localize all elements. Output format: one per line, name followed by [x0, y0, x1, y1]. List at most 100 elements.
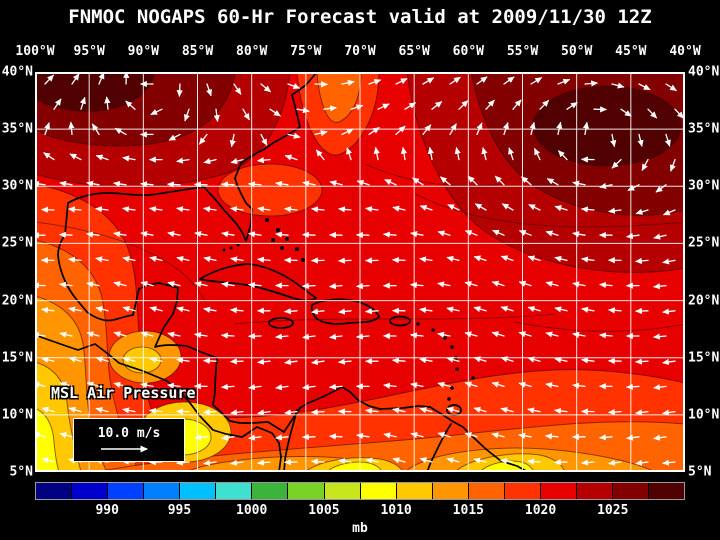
wind-arrow [626, 434, 640, 441]
wind-speed-legend: 10.0 m/s [73, 418, 185, 462]
wind-arrow [248, 181, 262, 188]
lat-label-left-30n: 30°N [1, 178, 33, 194]
wind-arrow [329, 433, 343, 440]
wind-arrow [545, 433, 559, 440]
wind-arrow [167, 181, 181, 188]
colorbar-cell-16 [613, 483, 650, 499]
wind-arrow [203, 206, 217, 213]
wind-arrow [113, 231, 127, 238]
colorbar-cell-10 [396, 483, 433, 499]
wind-arrow [311, 458, 325, 465]
colorbar-cell-3 [144, 483, 181, 499]
wind-arrow [528, 204, 541, 211]
wind-arrow [221, 281, 235, 288]
wind-arrow [635, 257, 649, 265]
wind-arrow [338, 457, 352, 465]
wind-arrow [384, 179, 397, 186]
wind-arrow [176, 83, 183, 97]
wind-arrow [257, 157, 271, 164]
wind-arrow [554, 306, 568, 313]
wind-arrow [91, 123, 100, 136]
wind-arrow [608, 307, 622, 314]
wind-arrow [260, 83, 272, 93]
colorbar-cell-4 [180, 483, 217, 499]
map-border [35, 72, 685, 472]
wind-arrow [329, 180, 343, 187]
wind-arrow [95, 407, 109, 414]
wind-arrow [221, 332, 235, 339]
wind-arrow [365, 407, 379, 415]
wind-arrow [501, 203, 514, 211]
colorbar-cell-0 [36, 483, 73, 499]
wind-arrow [221, 231, 235, 238]
wind-speed-label: 10.0 m/s [97, 425, 161, 441]
lon-label-90w: 90°W [127, 44, 159, 59]
wind-arrow [491, 331, 505, 338]
wind-arrow [653, 384, 667, 391]
wind-arrow [653, 283, 667, 290]
lon-label-60w: 60°W [452, 44, 484, 59]
wind-arrow [95, 154, 109, 161]
wind-arrow [41, 306, 55, 314]
lon-label-70w: 70°W [344, 44, 376, 59]
coastlines-layer [35, 72, 529, 472]
wind-arrow [373, 146, 380, 161]
wind-reference-arrow [101, 444, 149, 453]
wind-arrow [338, 206, 352, 213]
wind-arrow [521, 176, 532, 186]
wind-arrow [230, 206, 244, 213]
wind-arrow [500, 305, 514, 312]
wind-arrow [229, 133, 236, 148]
pressure-colorbar [35, 482, 685, 500]
wind-arrow [653, 434, 667, 441]
wind-arrow [518, 230, 532, 236]
island-jamaica [268, 317, 294, 329]
wind-arrow [206, 83, 212, 97]
wind-arrow [176, 157, 190, 164]
contour-line [414, 193, 685, 228]
wind-arrow [257, 358, 271, 365]
wind-arrow [176, 459, 190, 466]
wind-arrow [446, 457, 460, 464]
wind-arrow [114, 127, 127, 136]
wind-arrow [508, 147, 515, 161]
wind-arrow [527, 458, 541, 465]
lat-label-right-35n: 35°N [688, 121, 720, 137]
wind-arrow [449, 76, 461, 85]
wind-arrow [584, 80, 598, 87]
wind-arrow [302, 384, 316, 391]
wind-arrow [437, 381, 451, 388]
wind-arrow [338, 257, 352, 264]
wind-arrow [44, 122, 50, 136]
wind-arrow [167, 331, 181, 338]
lat-label-left-40n: 40°N [1, 64, 33, 80]
wind-arrow [464, 230, 478, 236]
wind-arrow [474, 203, 487, 211]
wind-arrow [545, 230, 559, 237]
wind-arrow [530, 77, 543, 85]
wind-arrow [534, 147, 541, 161]
wind-arrow [502, 122, 509, 136]
wind-arrow [527, 356, 541, 363]
wind-arrow [449, 123, 457, 136]
wind-arrow [518, 381, 532, 388]
wind-arrow [556, 121, 563, 136]
wind-arrow [86, 331, 100, 338]
colorbar-cell-6 [252, 483, 289, 499]
colorbar-cell-14 [540, 483, 577, 499]
coastline-us-gulf-atlantic [64, 72, 318, 242]
wind-arrow [611, 82, 625, 89]
wind-arrow [59, 180, 73, 187]
wind-arrow [572, 331, 586, 338]
lat-label-left-5n: 5°N [9, 464, 33, 480]
map-canvas: MSL Air Pressure 10.0 m/s [35, 72, 685, 472]
wind-arrow [599, 434, 613, 441]
wind-arrow [194, 332, 208, 339]
wind-arrow [662, 308, 676, 315]
wind-arrow [167, 281, 181, 288]
wind-arrow [599, 332, 613, 339]
wind-arrow [365, 457, 379, 464]
wind-arrow [314, 130, 328, 137]
wind-arrow [599, 182, 613, 190]
wind-arrow [122, 206, 136, 213]
